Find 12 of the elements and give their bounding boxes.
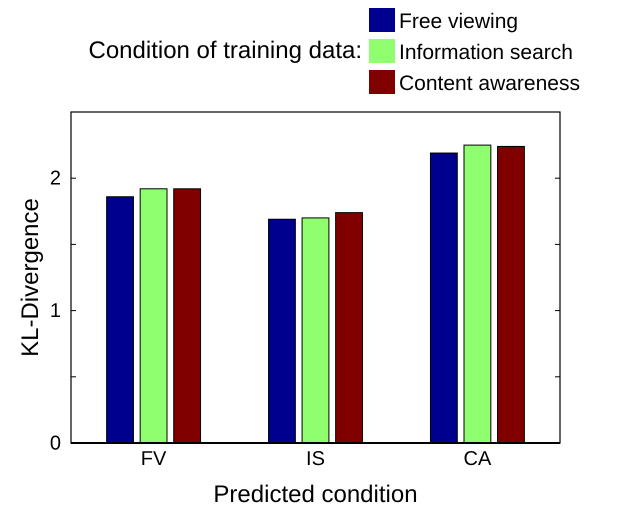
x-tick-label: IS — [306, 448, 325, 470]
legend-label: Content awareness — [399, 72, 580, 95]
y-axis-title: KL-Divergence — [17, 198, 44, 357]
legend-label: Information search — [399, 41, 573, 64]
legend-title: Condition of training data: — [88, 37, 362, 64]
y-tick-label: 2 — [50, 168, 61, 190]
legend-label: Free viewing — [399, 10, 518, 33]
x-tick-label: CA — [464, 448, 492, 470]
x-tick-label: FV — [140, 448, 168, 470]
x-axis-title: Predicted condition — [213, 481, 418, 508]
y-tick-label: 1 — [50, 300, 61, 322]
y-tick-label: 0 — [50, 432, 61, 454]
